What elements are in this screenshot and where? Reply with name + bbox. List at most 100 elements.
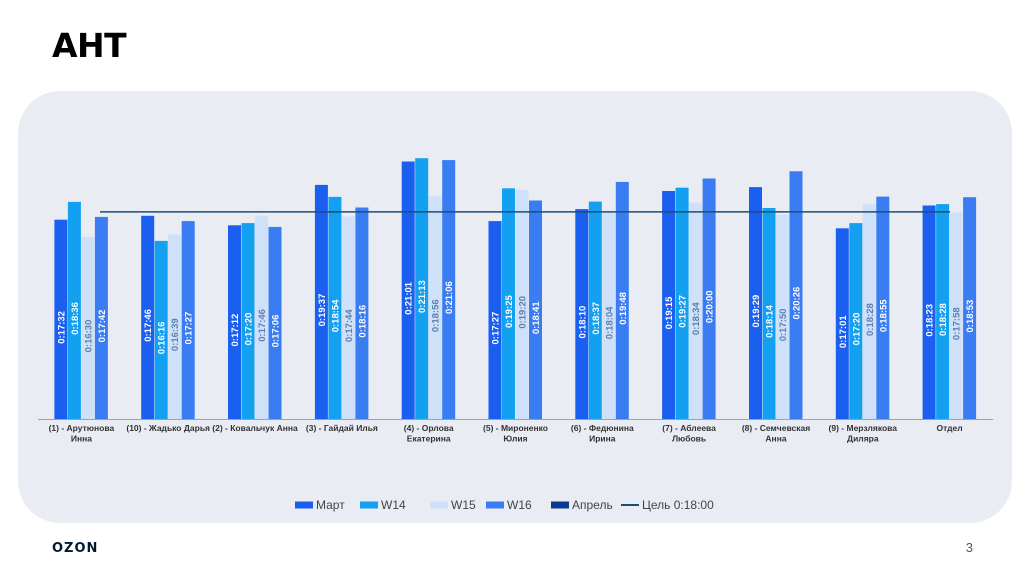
data-label: 0:18:41 — [531, 301, 542, 334]
data-label: 0:17:27 — [184, 312, 195, 345]
category-label: (8) - Семчевская — [742, 423, 810, 433]
data-label: 0:19:27 — [678, 295, 689, 328]
data-label: 0:17:20 — [851, 313, 862, 346]
bar-w16-8 — [789, 171, 803, 419]
data-label: 0:18:54 — [330, 299, 341, 332]
ozon-logo: OZON — [52, 541, 99, 556]
data-label: 0:19:15 — [664, 296, 675, 329]
bar-w14-8 — [762, 208, 776, 419]
data-label: 0:18:10 — [577, 306, 588, 339]
category-label: Ирина — [589, 434, 616, 444]
bar-март-8 — [749, 187, 762, 419]
bar-w14-9 — [849, 223, 863, 419]
bar-w14-4 — [415, 158, 429, 419]
data-label: 0:18:14 — [765, 304, 776, 337]
bar-март-7 — [662, 191, 676, 419]
bar-март-1 — [141, 215, 155, 419]
data-label: 0:17:20 — [244, 313, 255, 346]
chart-panel: 0:17:32 0:17:46 0:17:12 0:19:37 0:21:01 0:17:… — [18, 91, 1012, 523]
data-label: 0:20:26 — [792, 287, 803, 320]
data-label: 0:19:37 — [317, 294, 328, 327]
bar-w16-6 — [615, 181, 629, 419]
data-label: 0:17:46 — [257, 309, 268, 342]
bar-март-3 — [314, 184, 328, 419]
legend-label: Март — [316, 498, 345, 512]
data-label: 0:17:46 — [143, 309, 154, 342]
data-label: 0:19:29 — [751, 295, 762, 328]
slide-title: AHT — [52, 26, 127, 65]
legend-label: W16 — [507, 498, 532, 512]
bar-w14-1 — [154, 240, 168, 419]
bar-w15-5 — [515, 189, 529, 419]
data-label: 0:19:48 — [618, 292, 629, 325]
data-label: 0:17:50 — [778, 309, 789, 342]
legend-swatch — [551, 501, 569, 509]
category-label: (9) - Мерзлякова — [829, 423, 898, 433]
data-label: 0:18:16 — [357, 305, 368, 338]
category-label: Инна — [71, 434, 92, 444]
data-label: 0:18:53 — [965, 300, 976, 333]
category-label: (1) - Арутюнова — [49, 423, 115, 433]
data-label: 0:17:58 — [952, 307, 963, 340]
category-label: (10) - Жадько Дарья — [126, 423, 210, 433]
bar-w16-9 — [876, 196, 890, 419]
data-label: 0:17:01 — [838, 315, 849, 348]
category-label: (3) - Гайдай Илья — [306, 423, 378, 433]
data-label: 0:21:01 — [404, 281, 415, 314]
bar-w15-6 — [602, 210, 616, 419]
category-label: Отдел — [937, 423, 963, 433]
bar-w16-4 — [442, 160, 456, 419]
bar-w15-8 — [776, 214, 789, 419]
bar-w14-2 — [241, 223, 255, 419]
bar-март-2 — [228, 225, 241, 419]
legend-swatch — [430, 501, 448, 509]
legend-label: W14 — [381, 498, 406, 512]
bar-w16-5 — [529, 200, 542, 419]
bar-w15-2 — [255, 215, 268, 419]
category-label: (5) - Мироненко — [483, 423, 548, 433]
legend-label: Цель 0:18:00 — [642, 498, 714, 512]
data-label: 0:17:27 — [491, 312, 502, 345]
bar-март-0 — [54, 219, 68, 419]
category-label: Екатерина — [407, 434, 451, 444]
bar-w16-1 — [181, 221, 195, 419]
data-label: 0:18:28 — [865, 303, 876, 336]
bar-w16-2 — [268, 226, 282, 419]
bar-w16-3 — [355, 207, 369, 419]
legend-label: W15 — [451, 498, 476, 512]
data-label: 0:18:34 — [691, 302, 702, 335]
bar-w14-0 — [67, 201, 81, 419]
data-label: 0:17:32 — [56, 311, 67, 344]
data-label: 0:18:55 — [878, 299, 889, 332]
data-label: 0:19:25 — [504, 295, 515, 328]
category-label: Юлия — [503, 434, 527, 444]
category-label: (6) - Федюнина — [571, 423, 634, 433]
data-label: 0:18:37 — [591, 302, 602, 335]
legend-swatch — [360, 501, 378, 509]
bar-w15-3 — [341, 216, 355, 419]
bar-w16-10 — [963, 197, 977, 419]
data-label: 0:17:44 — [344, 309, 355, 342]
aht-bar-chart: 0:17:32 0:17:46 0:17:12 0:19:37 0:21:01 0:17:… — [38, 158, 993, 512]
bar-w14-5 — [502, 188, 515, 419]
data-label: 0:18:28 — [938, 303, 949, 336]
bar-март-5 — [488, 221, 502, 419]
data-label: 0:21:06 — [444, 281, 455, 314]
page-number: 3 — [965, 540, 973, 555]
data-label: 0:17:12 — [230, 314, 241, 347]
bar-март-10 — [922, 205, 936, 419]
data-label: 0:16:30 — [83, 320, 94, 353]
data-label: 0:18:36 — [70, 302, 81, 335]
category-label: (4) - Орлова — [404, 423, 454, 433]
bar-w16-0 — [94, 216, 108, 419]
data-label: 0:18:04 — [604, 306, 615, 339]
bar-март-4 — [401, 161, 415, 419]
category-label: Диляра — [847, 434, 879, 444]
data-label: 0:18:23 — [925, 304, 936, 337]
category-label: (7) - Аблеева — [662, 423, 716, 433]
bar-w14-10 — [936, 204, 950, 419]
bar-март-9 — [835, 228, 849, 419]
data-label: 0:20:00 — [705, 290, 716, 323]
category-label: Анна — [765, 434, 786, 444]
data-label: 0:18:56 — [431, 299, 442, 332]
